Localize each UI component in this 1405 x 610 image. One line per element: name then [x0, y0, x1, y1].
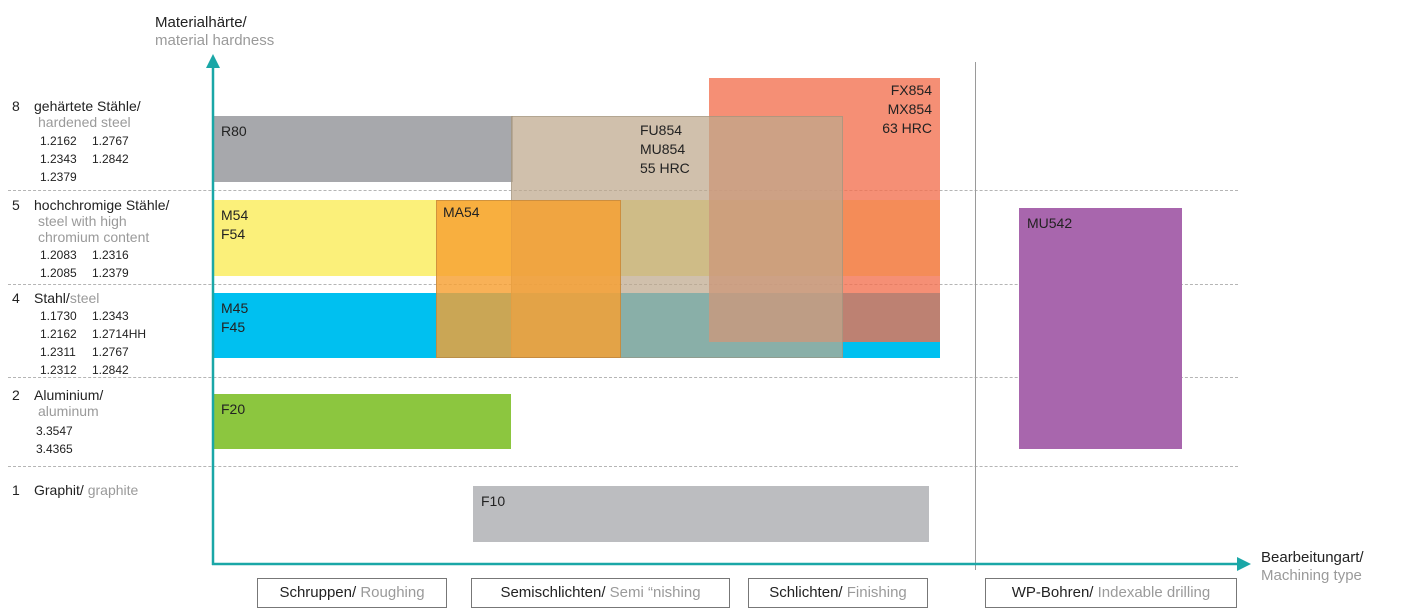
- row-label-en: aluminum: [38, 403, 99, 419]
- material-code: 1.2311: [40, 345, 76, 359]
- product-label: FX854: [890, 82, 932, 98]
- material-code: 1.2162: [40, 134, 77, 148]
- material-code: 1.2767: [92, 345, 129, 359]
- row-label-de: hochchromige Stähle/: [34, 197, 170, 213]
- product-label: M45: [221, 300, 249, 316]
- category-label-en: Roughing: [360, 584, 425, 601]
- row-number: 5: [12, 197, 20, 213]
- category-label-en: Semi “nishing: [609, 584, 701, 601]
- row-number: 2: [12, 387, 20, 403]
- material-code: 1.2379: [40, 170, 77, 184]
- material-code: 1.2312: [40, 363, 77, 377]
- product-block-mu542: MU542: [1019, 208, 1182, 449]
- material-code: 1.2162: [40, 327, 77, 341]
- product-label: MX854: [887, 101, 932, 117]
- product-label: MA54: [443, 204, 480, 220]
- row-number: 4: [12, 290, 20, 306]
- category-label-en: Indexable drilling: [1097, 584, 1211, 601]
- row-label-4: 4 Stahl/steel 1.1730 1.2343 1.2162 1.2714HH…: [12, 290, 212, 379]
- row-label-8: 8 gehärtete Stähle/ hardened steel 1.2162…: [12, 98, 212, 186]
- y-axis-arrow-icon: [206, 54, 220, 68]
- material-code: 1.2343: [40, 152, 77, 166]
- product-block-f10: F10: [473, 486, 929, 542]
- material-code: 1.2343: [92, 309, 129, 323]
- row-separator: [8, 466, 1238, 467]
- category-finishing: Schlichten/ Finishing: [748, 578, 928, 608]
- product-label: MU854: [640, 141, 686, 157]
- row-label-en: steel: [69, 290, 100, 306]
- category-semi-finishing: Semischlichten/ Semi “nishing: [471, 578, 730, 608]
- product-label: 55 HRC: [640, 160, 690, 176]
- row-separator: [8, 377, 1238, 378]
- material-code: 1.2714HH: [92, 327, 147, 341]
- category-roughing: Schruppen/ Roughing: [257, 578, 447, 608]
- material-code: 1.2379: [92, 266, 129, 280]
- category-label-de: WP-Bohren/: [1011, 584, 1094, 601]
- row-label-de: Graphit/: [34, 482, 84, 498]
- category-label-de: Schruppen/: [279, 584, 357, 601]
- y-axis-title-en: material hardness: [155, 32, 275, 49]
- row-label-de: Aluminium/: [34, 387, 104, 403]
- product-label: F10: [481, 493, 506, 509]
- product-label: MU542: [1027, 215, 1073, 231]
- product-label: FU854: [640, 122, 683, 138]
- category-label-de: Semischlichten/: [500, 584, 606, 601]
- product-label: 63 HRC: [882, 120, 932, 136]
- product-label: F54: [221, 226, 246, 242]
- row-label-2: 2 Aluminium/ aluminum 3.3547 3.4365: [12, 387, 212, 458]
- category-label-de: Schlichten/: [769, 584, 843, 601]
- row-label-en: hardened steel: [38, 114, 131, 130]
- material-code: 1.2767: [92, 134, 129, 148]
- material-code: 3.4365: [36, 442, 73, 456]
- product-label: M54: [221, 207, 249, 223]
- category-indexable-drilling: WP-Bohren/ Indexable drilling: [985, 578, 1237, 608]
- row-label-de: Stahl/: [34, 290, 70, 306]
- y-axis-title-de: Materialhärte/: [155, 14, 247, 31]
- row-label-de: gehärtete Stähle/: [34, 98, 141, 114]
- material-code: 1.2085: [40, 266, 77, 280]
- row-number: 8: [12, 98, 20, 114]
- x-axis-title-de: Bearbeitungart/: [1261, 549, 1364, 566]
- material-code: 1.1730: [40, 309, 77, 323]
- category-label-en: Finishing: [846, 584, 907, 601]
- x-axis-arrow-icon: [1237, 557, 1251, 571]
- product-label: F45: [221, 319, 246, 335]
- row-label-1: 1 Graphit/ graphite: [12, 482, 212, 498]
- material-code: 3.3547: [36, 424, 73, 438]
- material-code: 1.2842: [92, 152, 129, 166]
- row-label-5: 5 hochchromige Stähle/ steel with high ch…: [12, 197, 212, 282]
- row-number: 1: [12, 482, 20, 498]
- x-axis-title: Bearbeitungart/ Machining type: [1261, 549, 1364, 585]
- material-code: 1.2083: [40, 248, 77, 262]
- product-block-ma54: MA54: [436, 200, 621, 358]
- product-block-r80: R80: [213, 116, 513, 182]
- product-block-f20: F20: [213, 394, 511, 449]
- product-label: R80: [221, 123, 247, 139]
- x-axis-title-en: Machining type: [1261, 567, 1362, 584]
- material-code: 1.2842: [92, 363, 129, 377]
- row-label-en: graphite: [87, 482, 139, 498]
- y-axis-title: Materialhärte/ material hardness: [155, 14, 274, 50]
- product-label: F20: [221, 401, 246, 417]
- material-code: 1.2316: [92, 248, 129, 262]
- row-label-en: steel with high chromium content: [38, 213, 150, 245]
- column-divider: [975, 62, 976, 570]
